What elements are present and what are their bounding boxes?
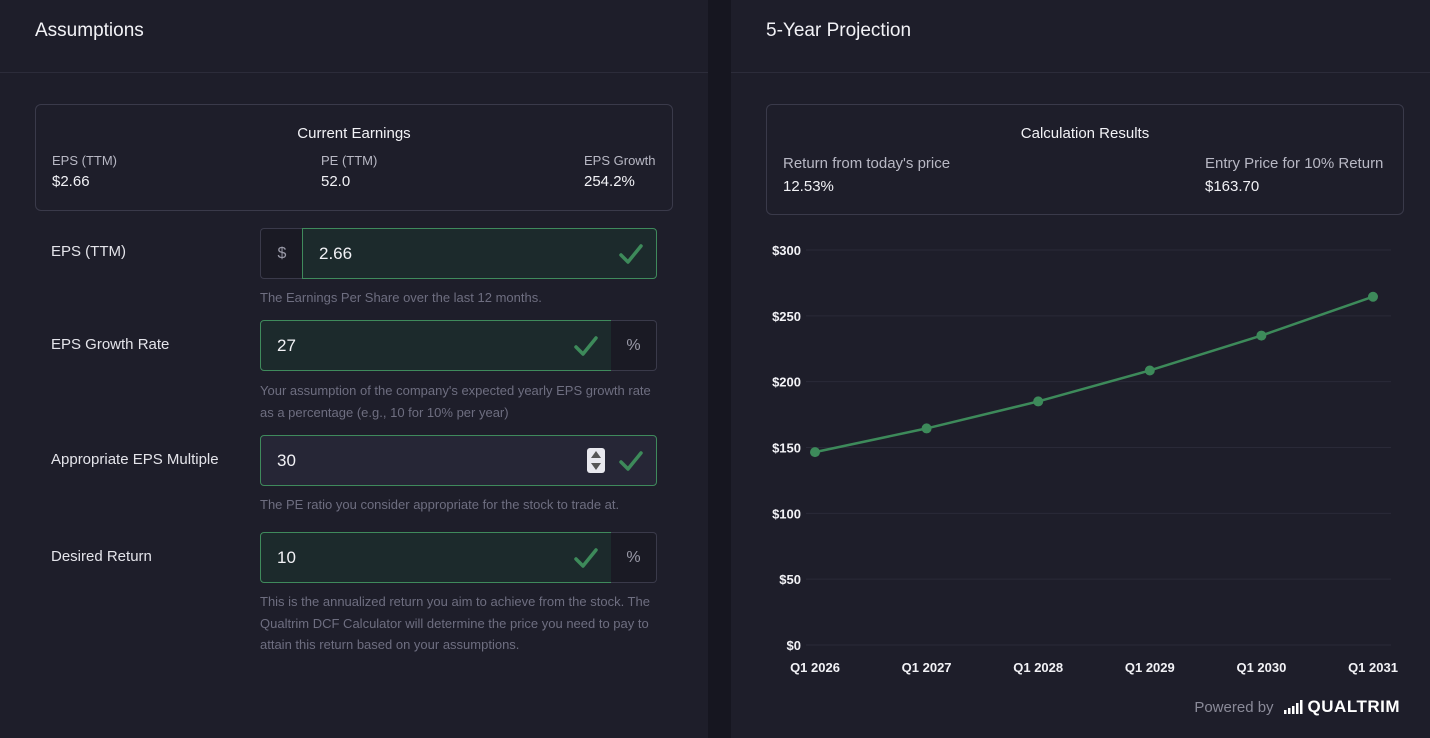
series-line [814,295,1374,454]
x-tick-label: Q1 2030 [1236,660,1286,675]
check-icon [619,244,643,264]
return-help: This is the annualized return you aim to… [260,594,650,652]
x-tick-label: Q1 2027 [902,660,952,675]
y-tick-label: $50 [779,572,801,587]
current-earnings-title: Current Earnings [297,125,411,142]
percent-suffix: % [611,532,657,583]
eps-growth-stat: EPS Growth 254.2% [584,153,656,190]
return-result-value: 12.53% [783,178,834,195]
eps-ttm-stat-value: $2.66 [52,173,90,190]
powered-by: Powered by QUALTRIM [1194,697,1400,717]
data-point [810,447,820,458]
data-point [1368,291,1378,302]
qualtrim-logo-icon [1283,700,1303,714]
x-tick-label: Q1 2026 [790,660,840,675]
growth-input[interactable]: 27 [260,320,612,371]
growth-input-value: 27 [277,336,296,355]
powered-by-text: Powered by [1194,698,1274,716]
growth-field-label: EPS Growth Rate [51,336,170,353]
dollar-prefix: $ [260,228,303,279]
return-field-label: Desired Return [51,548,152,565]
x-tick-label: Q1 2028 [1013,660,1063,675]
projection-panel: 5-Year Projection Calculation Results Re… [731,0,1430,738]
multiple-field-label: Appropriate EPS Multiple [51,451,219,468]
growth-help: Your assumption of the company's expecte… [260,383,651,420]
check-icon [574,548,598,568]
eps-growth-stat-value: 254.2% [584,173,635,190]
entry-price-value: $163.70 [1205,178,1260,195]
number-spinner[interactable] [587,448,605,473]
y-tick-label: $300 [772,243,801,258]
eps-field-label: EPS (TTM) [51,243,126,260]
pe-ttm-stat-label: PE (TTM) [321,153,378,168]
return-input-value: 10 [277,548,296,567]
eps-growth-stat-label: EPS Growth [584,153,656,168]
data-point [921,423,932,434]
projection-chart: $0 $50 $100 $150 $200 $250 $300 Q1 2026 Q1 2027 Q… [772,243,1398,675]
check-icon [619,451,643,471]
y-tick-label: $250 [772,309,801,324]
assumptions-title: Assumptions [0,0,708,73]
multiple-input-value: 30 [277,451,296,470]
y-tick-label: $150 [772,441,801,456]
data-point [1144,365,1155,376]
return-input[interactable]: 10 [260,532,612,583]
eps-input-value: 2.66 [319,244,353,263]
eps-help: The Earnings Per Share over the last 12 … [260,290,542,305]
calculation-results-card: Calculation Results Return from today's … [766,104,1404,215]
y-tick-label: $0 [787,638,801,653]
eps-ttm-stat-label: EPS (TTM) [52,153,117,168]
y-tick-label: $100 [772,506,801,521]
entry-price-result: Entry Price for 10% Return $163.70 [1205,155,1383,195]
pe-ttm-stat: PE (TTM) 52.0 [321,153,377,190]
return-result: Return from today's price 12.53% [783,155,950,195]
return-result-label: Return from today's price [783,155,951,172]
multiple-help: The PE ratio you consider appropriate fo… [260,497,620,512]
multiple-input[interactable]: 30 [260,435,657,486]
x-tick-label: Q1 2029 [1125,660,1175,675]
spinner-up-icon[interactable] [591,451,601,458]
spinner-down-icon[interactable] [591,463,601,470]
calculation-results-title: Calculation Results [1020,125,1150,142]
current-earnings-card: Current Earnings EPS (TTM) $2.66 PE (TTM… [35,104,673,211]
percent-suffix: % [611,320,657,371]
check-icon [574,336,598,356]
pe-ttm-stat-value: 52.0 [321,173,351,190]
eps-input[interactable]: 2.66 [302,228,657,279]
eps-ttm-stat: EPS (TTM) $2.66 [52,153,117,190]
data-point [1256,330,1267,341]
y-tick-label: $200 [772,375,801,390]
entry-price-label: Entry Price for 10% Return [1205,155,1384,172]
projection-title: 5-Year Projection [731,0,1430,73]
assumptions-panel: Assumptions Current Earnings EPS (TTM) $… [0,0,708,738]
x-tick-label: Q1 2031 [1348,660,1398,675]
qualtrim-brand: QUALTRIM [1307,697,1400,716]
data-point [1033,396,1044,407]
